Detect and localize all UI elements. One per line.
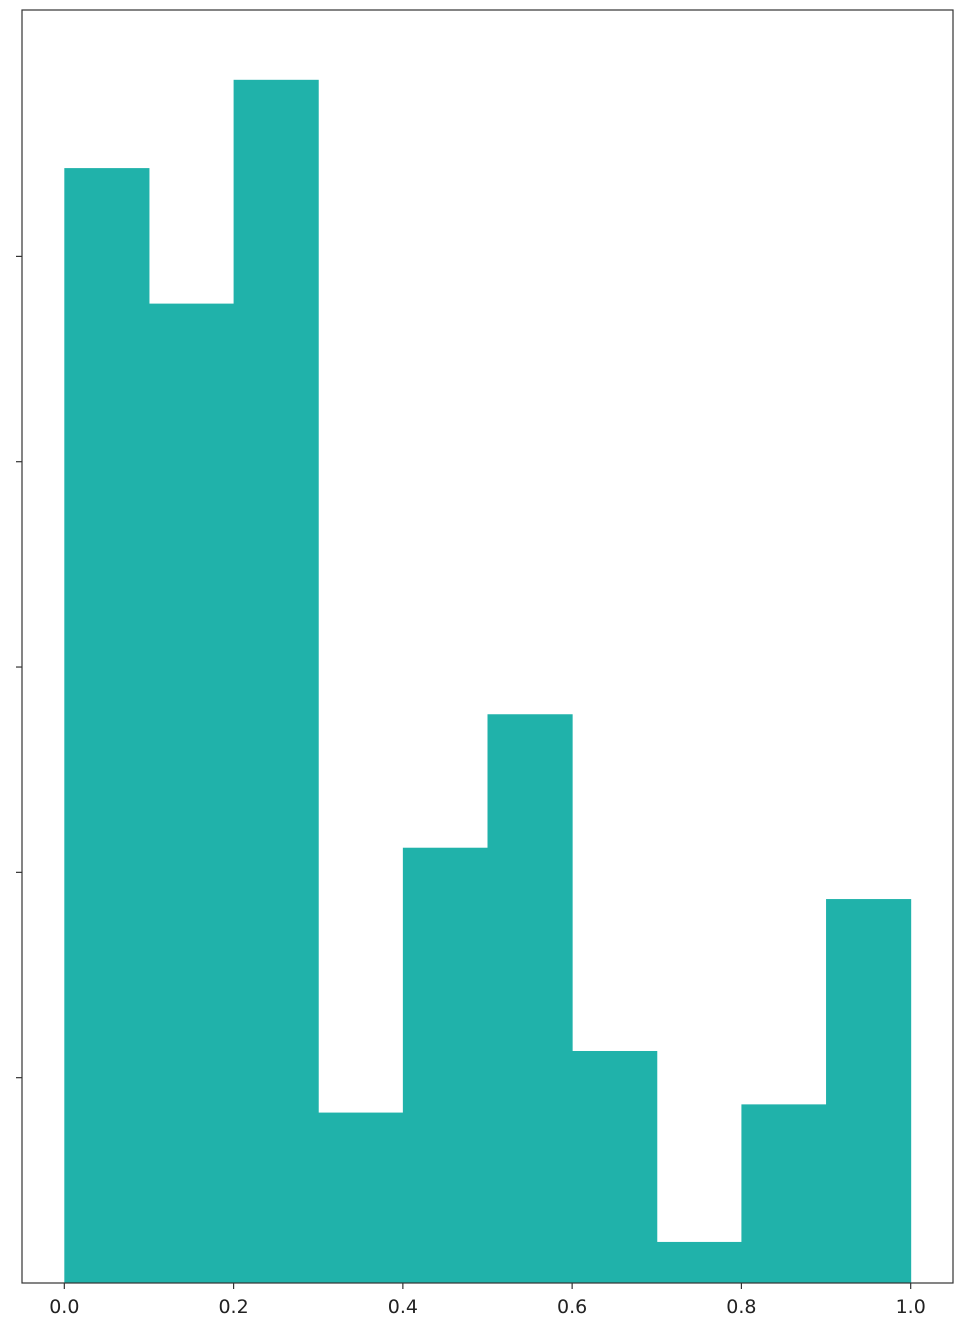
x-tick-label: 0.8 [726,1296,756,1318]
x-tick-label: 1.0 [896,1296,926,1318]
histogram-bar [741,1104,827,1283]
histogram-bar [826,899,912,1283]
y-axis-ticks [16,255,22,1079]
histogram-bar [148,303,235,1283]
x-tick-label: 0.6 [557,1296,587,1318]
histogram-bar [64,168,150,1283]
bars-group [64,79,912,1283]
histogram-bar [318,1112,404,1283]
histogram-bar [402,847,488,1283]
histogram-bar [656,1241,742,1283]
x-tick-label: 0.2 [218,1296,248,1318]
x-tick-label: 0.4 [388,1296,418,1318]
histogram-bar [233,79,319,1283]
plot-frame [21,9,954,1284]
histogram-bar [572,1050,658,1283]
x-axis-ticks: 0.0 0.2 0.4 0.6 0.8 1.0 [49,1283,926,1318]
x-tick-label: 0.0 [49,1296,79,1318]
histogram-bar [487,714,573,1283]
